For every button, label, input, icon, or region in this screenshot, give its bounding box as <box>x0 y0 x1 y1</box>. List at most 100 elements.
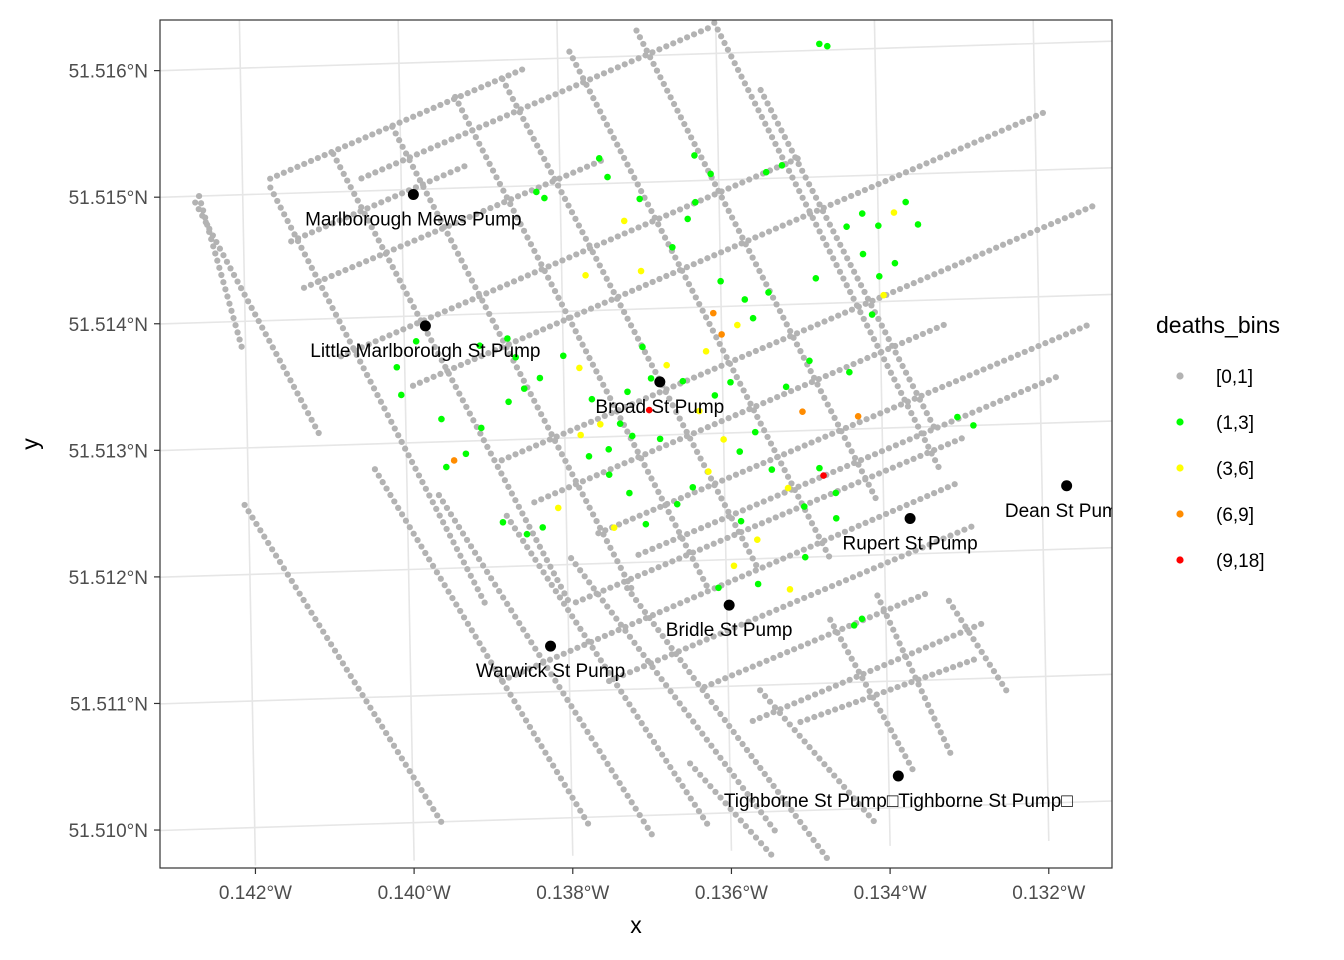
street-point <box>597 108 604 115</box>
street-point <box>560 690 567 697</box>
street-point <box>261 533 268 540</box>
street-point <box>528 639 535 646</box>
street-point <box>757 86 764 94</box>
death-point <box>610 524 618 531</box>
street-point <box>455 100 462 107</box>
street-point <box>631 174 638 181</box>
street-point <box>718 418 725 425</box>
street-point <box>667 764 674 771</box>
street-point <box>1038 380 1046 387</box>
y-tick-label: 51.513°N <box>69 441 148 462</box>
street-point <box>811 637 818 644</box>
street-point <box>502 82 510 89</box>
death-point <box>536 374 544 382</box>
street-point <box>541 155 548 163</box>
street-point <box>536 651 543 659</box>
street-point <box>563 172 570 179</box>
street-point <box>745 526 752 533</box>
street-point <box>788 480 795 487</box>
street-point <box>778 460 785 467</box>
street-point <box>600 381 607 388</box>
street-point <box>682 542 689 549</box>
death-point <box>875 222 882 229</box>
street-point <box>444 98 451 106</box>
street-point <box>444 230 451 237</box>
street-point <box>711 252 718 259</box>
street-point <box>1075 209 1082 216</box>
street-point <box>379 244 386 251</box>
street-point <box>600 269 607 276</box>
street-point <box>534 142 541 149</box>
street-point <box>830 468 837 476</box>
street-point <box>738 353 746 361</box>
street-point <box>369 131 376 138</box>
street-point <box>358 204 365 211</box>
street-point <box>739 535 746 542</box>
street-point <box>957 629 964 636</box>
street-point <box>679 782 686 790</box>
street-point <box>320 628 327 635</box>
street-point <box>822 433 829 440</box>
street-point <box>737 817 744 824</box>
street-point <box>694 147 702 154</box>
street-point <box>510 207 517 214</box>
street-point <box>312 615 319 623</box>
street-point <box>892 442 899 449</box>
street-point <box>767 107 775 114</box>
y-tick-label: 51.511°N <box>70 694 148 715</box>
street-point <box>895 656 902 663</box>
street-point <box>663 442 670 449</box>
street-point <box>763 845 770 853</box>
legend-title: deaths_bins <box>1156 312 1280 338</box>
street-point <box>386 332 393 339</box>
street-point <box>773 301 780 308</box>
street-point <box>698 486 705 493</box>
street-point <box>359 691 366 699</box>
street-point <box>622 404 629 411</box>
street-point <box>711 421 718 428</box>
street-point <box>410 303 417 311</box>
street-point <box>459 216 466 223</box>
street-point <box>391 498 398 505</box>
street-point <box>581 641 588 648</box>
street-point <box>695 680 702 688</box>
street-point <box>672 694 679 701</box>
street-point <box>884 407 891 414</box>
street-point <box>929 671 936 678</box>
street-point <box>581 573 588 580</box>
street-point <box>780 603 787 610</box>
street-point <box>735 778 742 786</box>
street-point <box>603 121 611 128</box>
street-point <box>734 66 742 74</box>
street-point <box>924 493 931 500</box>
street-point <box>851 268 858 275</box>
street-point <box>445 222 453 229</box>
street-point <box>690 718 697 725</box>
street-point <box>784 703 791 710</box>
street-point <box>640 818 647 825</box>
street-point <box>593 368 600 375</box>
street-point <box>292 584 299 591</box>
street-point <box>614 141 621 148</box>
street-point <box>767 495 774 502</box>
street-point <box>641 194 648 201</box>
street-point <box>716 340 723 348</box>
street-point <box>697 591 704 598</box>
street-point <box>758 520 766 527</box>
street-point <box>663 539 670 547</box>
street-point <box>473 210 480 218</box>
street-point <box>479 147 486 154</box>
pump-point <box>407 189 419 201</box>
street-point <box>927 416 934 423</box>
street-point <box>274 197 281 205</box>
street-point <box>908 410 915 417</box>
street-point <box>862 474 869 482</box>
street-point <box>931 715 938 722</box>
street-point <box>869 488 876 495</box>
street-point <box>686 760 694 767</box>
street-point <box>400 326 407 333</box>
street-point <box>861 288 868 296</box>
street-point <box>826 766 833 773</box>
street-point <box>593 255 600 262</box>
